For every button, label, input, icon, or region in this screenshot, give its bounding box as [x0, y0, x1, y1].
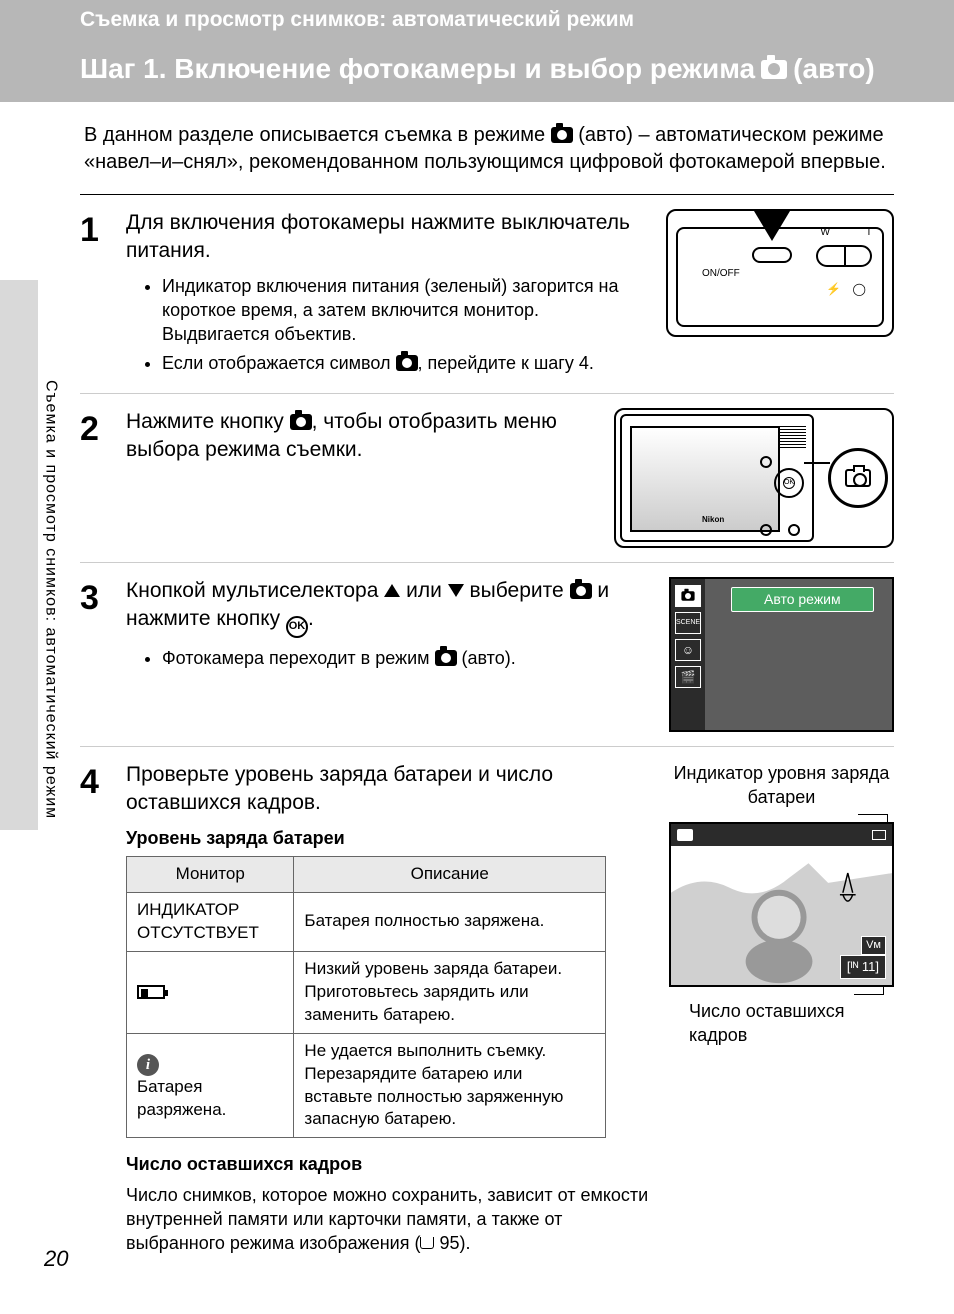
- cell: Батарея полностью заряжена.: [294, 892, 606, 951]
- mode-menu-diagram: SCENE ☺ 🎬 Авто режим: [669, 577, 894, 732]
- subheading: Число оставшихся кадров: [126, 1152, 651, 1176]
- mode-scene-icon: SCENE: [675, 612, 701, 634]
- sidebar-tab: [0, 280, 38, 830]
- step-1: 1 Для включения фотокамеры нажмите выклю…: [80, 195, 894, 394]
- main-title: Шаг 1. Включение фотокамеры и выбор режи…: [0, 40, 954, 102]
- step-number: 2: [80, 408, 108, 548]
- cell: [127, 951, 294, 1033]
- step-illustration: Индикатор уровня заряда батареи Vᴍ [ᴵᴺ 1…: [669, 761, 894, 1256]
- step-title: Кнопкой мультиселектора или выберите и н…: [126, 577, 651, 638]
- step-number: 4: [80, 761, 108, 1256]
- table-row: ИНДИКАТОР ОТСУТСТВУЕТ Батарея полностью …: [127, 892, 606, 951]
- th-monitor: Монитор: [127, 857, 294, 893]
- step-body: Проверьте уровень заряда батареи и число…: [126, 761, 651, 1256]
- cell: Низкий уровень заряда батареи. Приготовь…: [294, 951, 606, 1033]
- mode-label: Авто режим: [731, 587, 874, 612]
- cell: iБатарея разряжена.: [127, 1033, 294, 1138]
- intro-text: В данном разделе описывается съемка в ре…: [80, 116, 894, 195]
- battery-table: Монитор Описание ИНДИКАТОР ОТСУТСТВУЕТ Б…: [126, 856, 606, 1138]
- down-icon: [448, 584, 464, 597]
- bullet: Индикатор включения питания (зеленый) за…: [162, 274, 648, 347]
- main-title-b: (авто): [793, 50, 875, 88]
- step-illustration: Nikon: [614, 408, 894, 548]
- mode-movie-icon: 🎬: [675, 666, 701, 688]
- warning-icon: i: [137, 1054, 159, 1076]
- ok-icon: OK: [286, 616, 308, 638]
- main-title-a: Шаг 1. Включение фотокамеры и выбор режи…: [80, 50, 755, 88]
- step-bullets: Фотокамера переходит в режим (авто).: [126, 646, 651, 670]
- battery-low-icon: [137, 985, 165, 999]
- camera-icon: [570, 583, 592, 599]
- step-bullets: Индикатор включения питания (зеленый) за…: [126, 274, 648, 375]
- step-number: 1: [80, 209, 108, 379]
- step-3: 3 Кнопкой мультиселектора или выберите и…: [80, 563, 894, 747]
- step-4: 4 Проверьте уровень заряда батареи и чис…: [80, 747, 894, 1270]
- camera-icon: [761, 60, 787, 79]
- step-title: Для включения фотокамеры нажмите выключа…: [126, 209, 648, 266]
- table-row: iБатарея разряжена. Не удается выполнить…: [127, 1033, 606, 1138]
- content: В данном разделе описывается съемка в ре…: [0, 102, 954, 1269]
- step-body: Нажмите кнопку , чтобы отобразить меню в…: [126, 408, 596, 548]
- page-ref-icon: [420, 1237, 434, 1249]
- sidebar-vertical-text: Съемка и просмотр снимков: автоматически…: [40, 380, 62, 819]
- camera-back-diagram: Nikon: [614, 408, 894, 548]
- cell: Не удается выполнить съемку. Перезарядит…: [294, 1033, 606, 1138]
- count-badge: [ᴵᴺ 11]: [840, 955, 886, 979]
- step-illustration: ON/OFF W T ⚡ ◯: [666, 209, 894, 379]
- step-2: 2 Нажмите кнопку , чтобы отобразить меню…: [80, 394, 894, 563]
- step-illustration: SCENE ☺ 🎬 Авто режим: [669, 577, 894, 732]
- step-title: Проверьте уровень заряда батареи и число…: [126, 761, 651, 818]
- power-on-diagram: ON/OFF W T ⚡ ◯: [666, 209, 894, 337]
- bullet: Если отображается символ , перейдите к ш…: [162, 351, 648, 375]
- table-row: Низкий уровень заряда батареи. Приготовь…: [127, 951, 606, 1033]
- camera-icon: [435, 650, 457, 666]
- caption-bottom: Число оставшихся кадров: [669, 999, 894, 1048]
- bullet: Фотокамера переходит в режим (авто).: [162, 646, 651, 670]
- mode-auto-icon: [675, 585, 701, 607]
- camera-icon: [551, 127, 573, 143]
- mode-smile-icon: ☺: [675, 639, 701, 661]
- step-body: Для включения фотокамеры нажмите выключа…: [126, 209, 648, 379]
- step-number: 3: [80, 577, 108, 732]
- camera-icon: [290, 414, 312, 430]
- up-icon: [384, 584, 400, 597]
- page-number: 20: [44, 1244, 68, 1274]
- camera-icon: [845, 469, 871, 487]
- caption-top: Индикатор уровня заряда батареи: [669, 761, 894, 810]
- th-desc: Описание: [294, 857, 606, 893]
- step-body: Кнопкой мультиселектора или выберите и н…: [126, 577, 651, 732]
- intro-a: В данном разделе описывается съемка в ре…: [84, 124, 551, 146]
- subheading: Уровень заряда батареи: [126, 826, 651, 850]
- cell: ИНДИКАТОР ОТСУТСТВУЕТ: [127, 892, 294, 951]
- vm-badge: Vᴍ: [861, 936, 886, 955]
- footnote: Число снимков, которое можно сохранить, …: [126, 1183, 651, 1256]
- preview-diagram: Vᴍ [ᴵᴺ 11]: [669, 822, 894, 987]
- section-header: Съемка и просмотр снимков: автоматически…: [0, 0, 954, 40]
- camera-icon: [396, 355, 418, 371]
- step-title: Нажмите кнопку , чтобы отобразить меню в…: [126, 408, 596, 465]
